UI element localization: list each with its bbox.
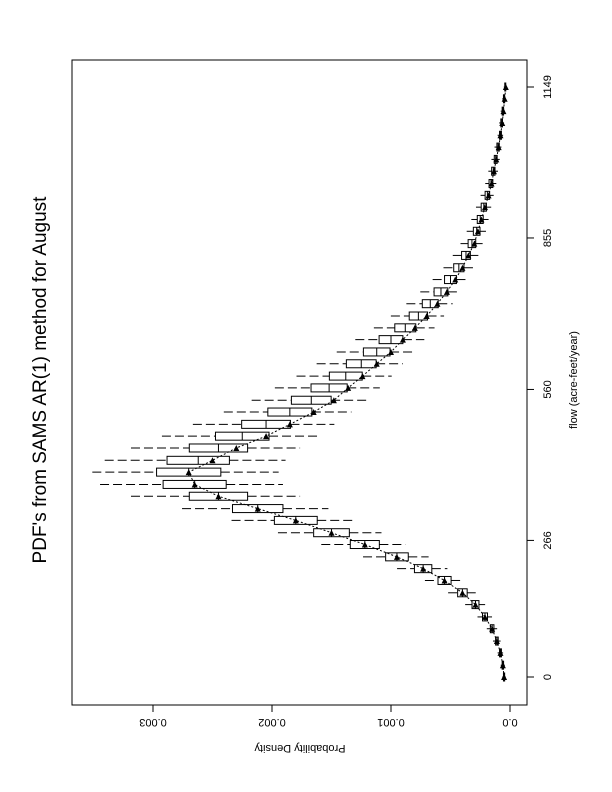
boxplot — [296, 371, 392, 381]
density-axis: 0.0 0.001 0.002 0.003 — [139, 704, 518, 728]
historical-point — [459, 264, 466, 271]
historical-point — [501, 95, 508, 102]
historical-point — [233, 444, 240, 451]
plot-frame — [71, 59, 528, 706]
historical-point — [209, 457, 216, 464]
boxplot — [161, 431, 318, 441]
historical-point — [501, 674, 508, 680]
historical-point — [361, 541, 368, 548]
flow-axis: 0 266 560 855 1149 — [526, 75, 554, 680]
plot-marks — [92, 82, 509, 682]
boxplot — [130, 443, 301, 453]
flow-tick-label: 560 — [542, 380, 554, 398]
historical-point — [478, 216, 485, 223]
historical-point — [330, 397, 337, 404]
boxplot — [92, 467, 279, 477]
boxplot — [274, 383, 380, 393]
historical-point — [185, 469, 192, 476]
boxplot — [223, 407, 352, 417]
historical-point — [474, 228, 481, 235]
historical-point — [393, 553, 400, 560]
boxplot — [373, 323, 435, 333]
historical-point — [488, 180, 495, 187]
density-tick-label: 0.001 — [377, 716, 405, 728]
chart-title: PDF's from SAMS AR(1) method for August — [30, 196, 51, 564]
flow-tick-label: 1149 — [542, 75, 554, 99]
flow-tick-label: 855 — [542, 229, 554, 247]
historical-point — [499, 662, 506, 669]
historical-point — [286, 421, 293, 428]
historical-point — [495, 144, 502, 151]
density-tick-label: 0.0 — [502, 716, 517, 728]
historical-point — [345, 384, 352, 391]
boxplot — [420, 287, 461, 297]
historical-point — [263, 433, 270, 440]
boxplot — [406, 299, 453, 309]
boxplot — [251, 395, 367, 405]
historical-point — [497, 649, 504, 656]
historical-point — [459, 589, 466, 596]
historical-point — [215, 493, 222, 500]
historical-point — [434, 300, 441, 307]
historical-point — [328, 529, 335, 536]
boxplot — [130, 491, 301, 501]
historical-point — [500, 108, 507, 115]
historical-point — [420, 565, 427, 572]
density-axis-label: Probability Density — [254, 742, 346, 754]
boxplot — [390, 311, 445, 321]
flow-tick-label: 266 — [542, 531, 554, 549]
historical-point — [399, 336, 406, 343]
historical-point — [465, 252, 472, 259]
historical-point — [452, 276, 459, 283]
historical-point — [502, 84, 509, 90]
boxplot — [104, 455, 286, 465]
boxplot — [192, 419, 335, 429]
historical-point — [497, 132, 504, 139]
boxplot — [432, 275, 468, 285]
historical-point — [373, 360, 380, 367]
historical-point — [472, 601, 479, 608]
historical-point — [310, 409, 317, 416]
density-tick-label: 0.002 — [258, 716, 286, 728]
historical-point — [441, 577, 448, 584]
density-tick-label: 0.003 — [139, 716, 167, 728]
historical-point — [489, 625, 496, 632]
historical-point — [411, 324, 418, 331]
historical-point — [499, 119, 506, 126]
boxplot — [336, 347, 415, 357]
historical-point — [191, 481, 198, 488]
boxplot — [316, 359, 403, 369]
boxplot — [443, 263, 474, 273]
historical-point — [485, 192, 492, 199]
historical-point — [490, 168, 497, 175]
historical-point — [359, 373, 366, 380]
historical-point — [423, 313, 430, 320]
historical-point — [493, 156, 500, 163]
historical-point — [292, 517, 299, 524]
flow-tick-label: 0 — [542, 674, 554, 680]
historical-point — [482, 613, 489, 620]
historical-point — [443, 288, 450, 295]
historical-point — [493, 638, 500, 645]
flow-axis-label: flow (acre-feet/year) — [568, 331, 580, 429]
historical-point — [471, 240, 478, 247]
historical-point — [388, 348, 394, 355]
boxplot — [355, 335, 425, 345]
boxplot — [100, 479, 283, 489]
historical-point — [254, 505, 261, 512]
historical-point — [482, 204, 489, 211]
